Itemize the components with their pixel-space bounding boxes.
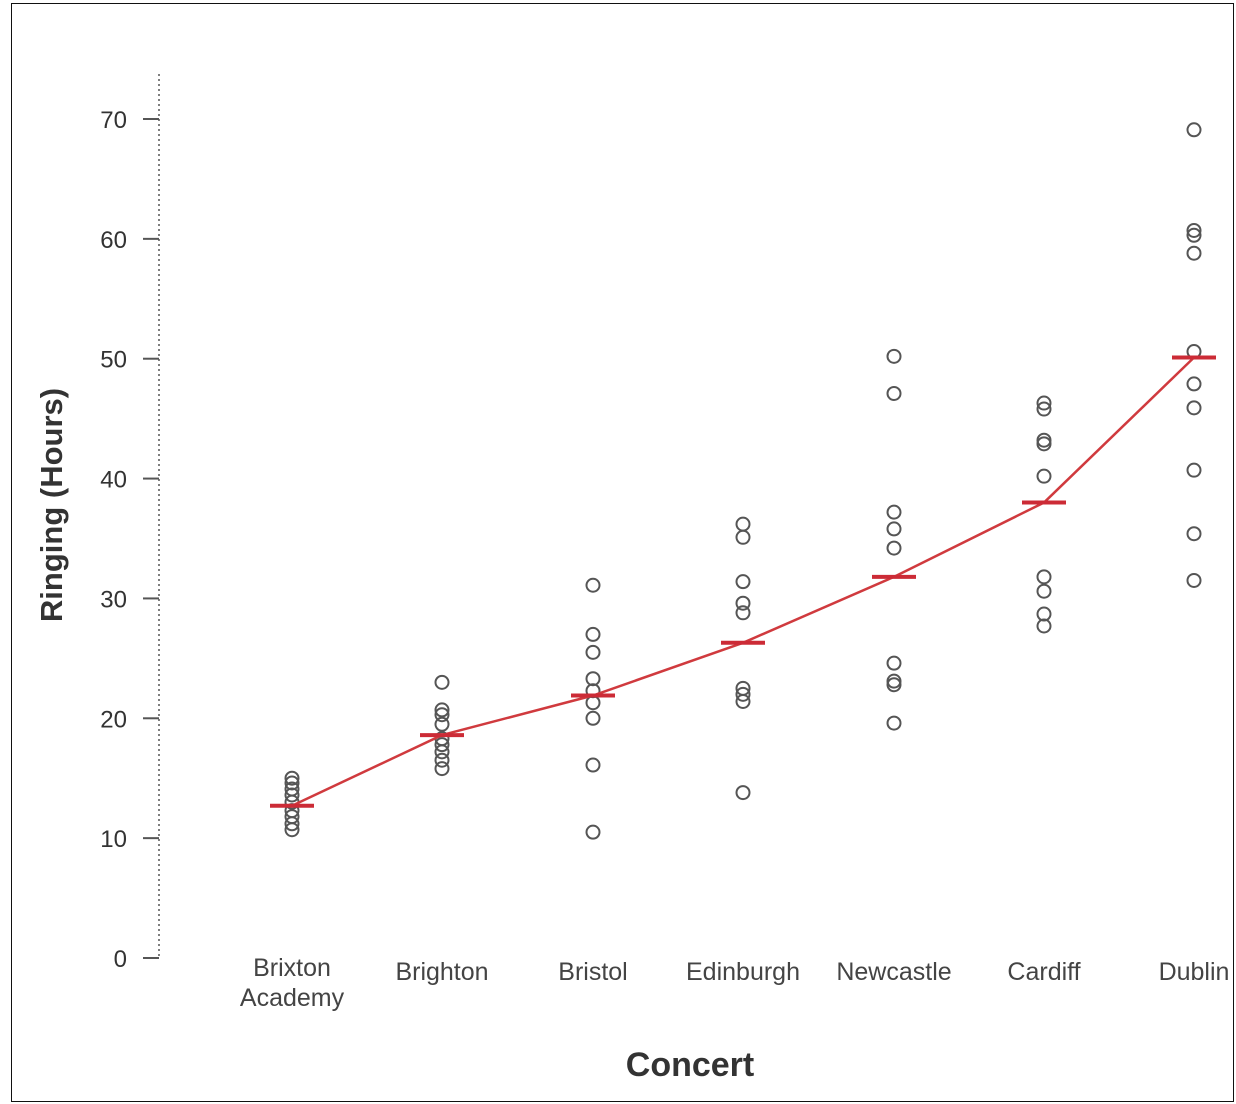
x-tick-label: Edinburgh <box>686 958 800 986</box>
mean-line <box>291 356 1195 807</box>
data-point <box>585 644 601 660</box>
data-point <box>1036 569 1052 585</box>
data-point <box>886 655 902 671</box>
data-point <box>1186 376 1202 392</box>
data-point <box>1036 395 1052 411</box>
data-point <box>886 385 902 401</box>
data-point <box>1186 526 1202 542</box>
data-point <box>585 626 601 642</box>
data-point <box>1036 432 1052 448</box>
data-point <box>585 824 601 840</box>
data-point <box>735 529 751 545</box>
y-tick-label: 0 <box>114 946 127 973</box>
data-point <box>585 710 601 726</box>
data-point <box>1186 572 1202 588</box>
data-point <box>1036 606 1052 622</box>
data-point <box>1036 401 1052 417</box>
data-point <box>1186 227 1202 243</box>
data-point <box>585 757 601 773</box>
data-point <box>735 595 751 611</box>
data-point <box>735 516 751 532</box>
y-tick-label: 30 <box>100 586 127 613</box>
data-point <box>1036 583 1052 599</box>
data-point <box>284 787 300 803</box>
data-point <box>585 577 601 593</box>
mean-layer <box>270 355 1216 808</box>
data-point <box>735 686 751 702</box>
data-point <box>1186 122 1202 138</box>
data-points <box>284 122 1202 840</box>
data-point <box>284 781 300 797</box>
data-point <box>434 674 450 690</box>
y-axis: 0 10 20 30 40 50 60 70 <box>100 74 160 973</box>
y-tick-label: 70 <box>100 107 127 134</box>
y-tick-label: 10 <box>100 826 127 853</box>
y-tick-label: 50 <box>100 347 127 374</box>
data-point <box>1186 245 1202 261</box>
data-point <box>284 770 300 786</box>
y-tick-label: 40 <box>100 467 127 494</box>
data-point <box>886 540 902 556</box>
data-point <box>735 605 751 621</box>
data-point <box>886 521 902 537</box>
x-tick-label: Dublin <box>1159 958 1230 986</box>
data-point <box>886 673 902 689</box>
y-tick-label: 20 <box>100 706 127 733</box>
data-point <box>434 702 450 718</box>
x-tick-label: Brixton <box>253 954 331 982</box>
data-point <box>284 775 300 791</box>
y-tick-label: 60 <box>100 227 127 254</box>
data-point <box>434 707 450 723</box>
data-point <box>434 737 450 753</box>
x-tick-label: Newcastle <box>836 958 951 986</box>
data-point <box>585 671 601 687</box>
data-point <box>1186 462 1202 478</box>
chart-frame <box>11 3 1234 1102</box>
y-axis-title: Ringing (Hours) <box>34 388 69 622</box>
data-point <box>434 752 450 768</box>
data-point <box>886 504 902 520</box>
data-point <box>434 716 450 732</box>
x-tick-label: Brighton <box>395 958 488 986</box>
x-tick-label: Bristol <box>558 958 627 986</box>
x-tick-label: Academy <box>240 984 345 1012</box>
x-axis-title: Concert <box>626 1046 754 1084</box>
data-point <box>1036 468 1052 484</box>
data-point <box>434 761 450 777</box>
data-point <box>886 715 902 731</box>
data-point <box>1036 618 1052 634</box>
x-tick-label: Cardiff <box>1007 958 1080 986</box>
data-point <box>735 680 751 696</box>
data-point <box>1186 400 1202 416</box>
data-point <box>284 809 300 825</box>
data-point <box>1186 222 1202 238</box>
data-point <box>735 574 751 590</box>
data-point <box>735 785 751 801</box>
data-point <box>886 348 902 364</box>
